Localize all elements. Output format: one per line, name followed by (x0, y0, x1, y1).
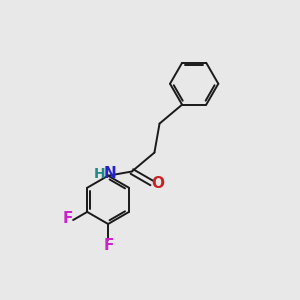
Text: F: F (103, 238, 114, 253)
Text: N: N (104, 167, 116, 182)
Text: H: H (93, 167, 105, 181)
Text: F: F (63, 211, 73, 226)
Text: O: O (152, 176, 164, 191)
